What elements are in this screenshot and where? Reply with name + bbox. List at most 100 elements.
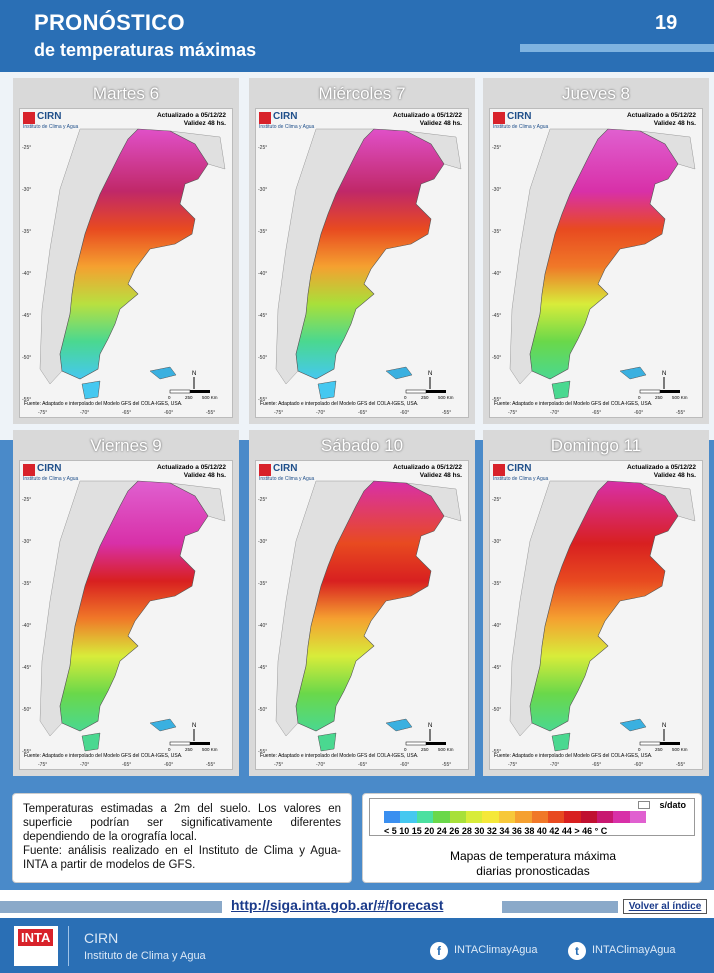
lon-tick: -65° — [592, 762, 602, 768]
svg-text:500 Km: 500 Km — [202, 395, 218, 400]
legend-swatch — [613, 811, 630, 823]
lat-tick: -40° — [492, 271, 502, 277]
lon-tick: -70° — [316, 762, 326, 768]
inta-logo-mini — [259, 112, 271, 124]
forecast-panel: Sábado 10 N 0 250 500 Km CIRN Instituto de Cli… — [249, 430, 475, 776]
svg-text:0: 0 — [638, 747, 641, 752]
lat-tick: -25° — [258, 497, 268, 503]
legend-swatch — [580, 811, 598, 823]
map-updated: Actualizado a 05/12/22 — [626, 464, 696, 471]
map-validity: Validez 48 hs. — [183, 120, 226, 127]
map-logo-cirn: CIRN — [273, 111, 298, 122]
header: PRONÓSTICO de temperaturas máximas 19 — [0, 0, 714, 72]
map-update-info: Actualizado a 05/12/22 Validez 48 hs. — [627, 112, 696, 128]
nodata-swatch — [638, 801, 650, 809]
map-update-info: Actualizado a 05/12/22 Validez 48 hs. — [393, 112, 462, 128]
map-institute: Instituto de Clima y Agua — [493, 124, 549, 130]
lon-tick: -60° — [400, 762, 410, 768]
map-updated: Actualizado a 05/12/22 — [392, 112, 462, 119]
lat-tick: -35° — [258, 229, 268, 235]
lon-tick: -75° — [274, 410, 284, 416]
lat-tick: -45° — [258, 665, 268, 671]
map-institute: Instituto de Clima y Agua — [23, 476, 79, 482]
legend-swatch — [629, 811, 647, 823]
legend-swatch — [515, 811, 532, 823]
lat-tick: -25° — [22, 497, 32, 503]
forecast-panel: Jueves 8 N 0 250 500 Km CIRN Instituto de Clim… — [483, 78, 709, 424]
legend-caption-line1: Mapas de temperatura máxima — [449, 849, 617, 863]
lon-tick: -75° — [38, 762, 48, 768]
svg-text:N: N — [192, 371, 196, 377]
lon-tick: -75° — [508, 410, 518, 416]
lat-tick: -45° — [22, 665, 32, 671]
lat-tick: -35° — [492, 229, 502, 235]
inta-logo: INTA — [14, 926, 58, 966]
legend-ticks: < 5 10 15 20 24 26 28 30 32 34 36 38 40 … — [384, 826, 608, 836]
map-updated: Actualizado a 05/12/22 — [392, 464, 462, 471]
facebook-icon[interactable]: f — [430, 942, 448, 960]
map-updated: Actualizado a 05/12/22 — [156, 112, 226, 119]
map-logo-cirn: CIRN — [507, 111, 532, 122]
lat-tick: -25° — [258, 145, 268, 151]
lat-tick: -55° — [492, 749, 502, 755]
lon-tick: -75° — [508, 762, 518, 768]
forecast-link[interactable]: http://siga.inta.gob.ar/#/forecast — [231, 897, 444, 913]
inta-logo-mini — [493, 464, 505, 476]
svg-text:0: 0 — [168, 395, 171, 400]
svg-text:0: 0 — [404, 395, 407, 400]
svg-text:N: N — [428, 371, 432, 377]
map-institute: Instituto de Clima y Agua — [259, 124, 315, 130]
legend-swatch — [433, 811, 450, 823]
lat-tick: -50° — [492, 355, 502, 361]
lon-tick: -60° — [400, 410, 410, 416]
svg-text:N: N — [662, 371, 666, 377]
legend-box: s/dato < 5 10 15 20 24 26 28 30 32 34 36… — [362, 793, 702, 883]
lat-tick: -30° — [258, 539, 268, 545]
svg-text:250: 250 — [185, 747, 193, 752]
inta-logo-mini — [259, 464, 271, 476]
header-accent-bar — [520, 44, 714, 52]
inta-logo-mini — [23, 464, 35, 476]
map-update-info: Actualizado a 05/12/22 Validez 48 hs. — [393, 464, 462, 480]
lon-tick: -65° — [358, 762, 368, 768]
map-source: Fuente: Adaptado e interpolado del Model… — [24, 401, 183, 407]
panel-day-title: Jueves 8 — [561, 84, 631, 103]
facebook-handle[interactable]: INTAClimayAgua — [454, 944, 538, 956]
legend-swatch — [564, 811, 581, 823]
svg-text:500 Km: 500 Km — [438, 747, 454, 752]
info-source: Fuente: análisis realizado en el Institu… — [23, 845, 341, 871]
back-to-index-button[interactable]: Volver al índice — [623, 899, 707, 914]
legend-caption-line2: diarias pronosticadas — [476, 864, 590, 878]
lat-tick: -50° — [22, 707, 32, 713]
svg-text:N: N — [662, 723, 666, 729]
twitter-handle[interactable]: INTAClimayAgua — [592, 944, 676, 956]
link-bar-right — [502, 901, 618, 913]
lat-tick: -35° — [258, 581, 268, 587]
svg-text:250: 250 — [655, 747, 663, 752]
map-updated: Actualizado a 05/12/22 — [626, 112, 696, 119]
map-validity: Validez 48 hs. — [419, 472, 462, 479]
legend-swatch — [531, 811, 548, 823]
lon-tick: -65° — [122, 762, 132, 768]
map-logo-cirn: CIRN — [37, 111, 62, 122]
lon-tick: -55° — [442, 762, 452, 768]
svg-text:250: 250 — [421, 395, 429, 400]
twitter-icon[interactable]: t — [568, 942, 586, 960]
lat-tick: -40° — [492, 623, 502, 629]
forecast-panel: Miércoles 7 N 0 250 500 Km CIRN Instituto de C… — [249, 78, 475, 424]
lon-tick: -55° — [442, 410, 452, 416]
lon-tick: -60° — [164, 410, 174, 416]
lat-tick: -55° — [22, 397, 32, 403]
svg-text:250: 250 — [421, 747, 429, 752]
map-update-info: Actualizado a 05/12/22 Validez 48 hs. — [157, 464, 226, 480]
legend-swatch — [416, 811, 434, 823]
legend-swatches — [384, 811, 647, 823]
lat-tick: -35° — [492, 581, 502, 587]
lat-tick: -30° — [22, 187, 32, 193]
map-logo-cirn: CIRN — [507, 463, 532, 474]
lat-tick: -55° — [258, 749, 268, 755]
map-updated: Actualizado a 05/12/22 — [156, 464, 226, 471]
map-logo-cirn: CIRN — [273, 463, 298, 474]
svg-text:500 Km: 500 Km — [672, 747, 688, 752]
footer-cirn: CIRN — [84, 930, 119, 946]
